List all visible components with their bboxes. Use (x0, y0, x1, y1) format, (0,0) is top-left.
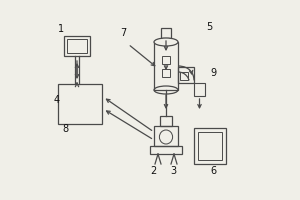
Text: 8: 8 (62, 124, 68, 134)
Bar (180, 72, 188, 80)
Bar (194, 128, 226, 164)
Ellipse shape (154, 38, 178, 46)
Bar (161, 28, 171, 38)
Text: 5: 5 (206, 22, 212, 32)
Text: 4: 4 (54, 95, 60, 105)
Bar (162, 69, 170, 77)
Text: 6: 6 (210, 166, 216, 176)
Bar (67, 39, 87, 53)
Bar (64, 36, 90, 56)
Text: 3: 3 (170, 166, 176, 176)
Text: 2: 2 (150, 166, 156, 176)
Bar (160, 116, 172, 126)
Bar (58, 84, 102, 124)
Bar (162, 56, 170, 64)
Bar (154, 126, 178, 146)
Text: 1: 1 (58, 24, 64, 34)
Bar (150, 146, 182, 154)
Bar (194, 83, 205, 96)
Bar (154, 42, 178, 90)
Bar (178, 67, 194, 83)
Text: 7: 7 (120, 28, 126, 38)
Bar (198, 132, 222, 160)
Text: 9: 9 (210, 68, 216, 78)
